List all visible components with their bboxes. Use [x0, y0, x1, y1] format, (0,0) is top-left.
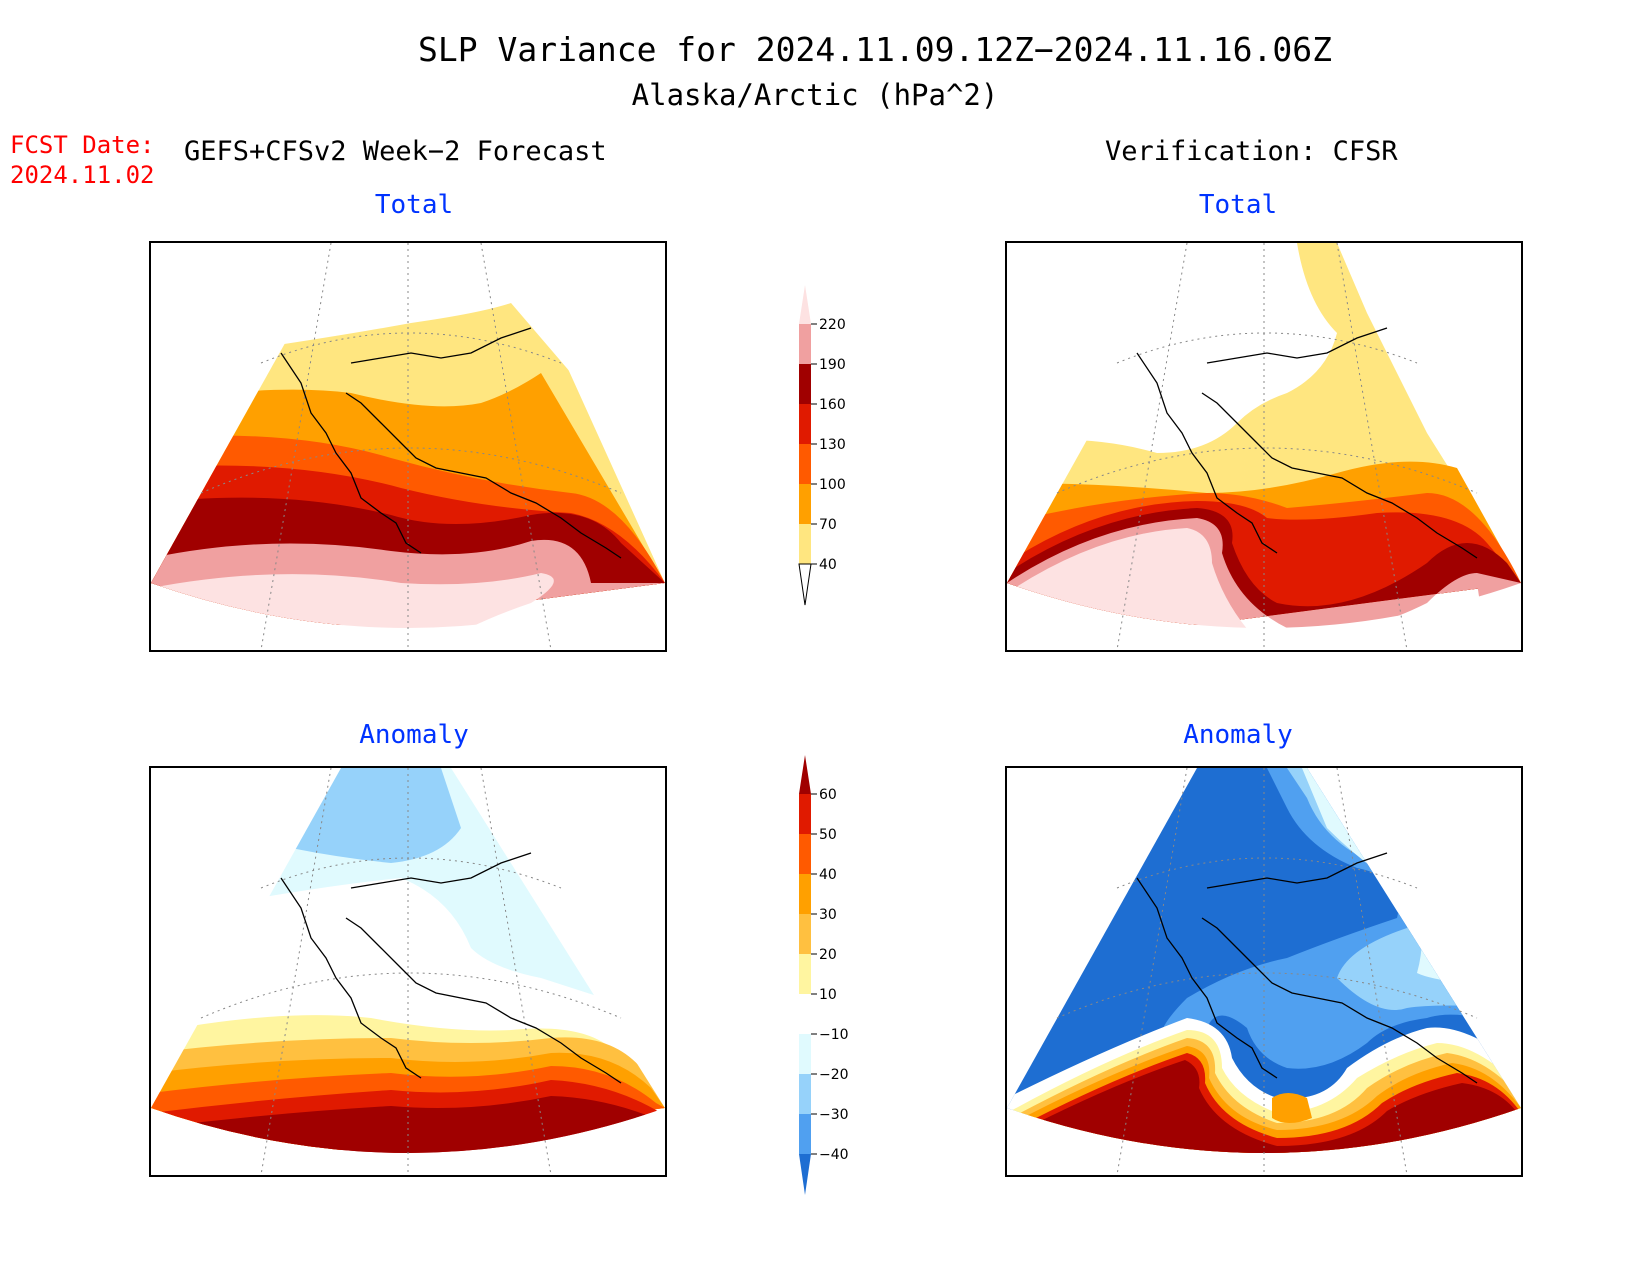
colorbar-anomaly-tick: 40 — [819, 867, 837, 883]
verification-column-title: Verification: CFSR — [1105, 136, 1398, 167]
colorbar-anomaly-tick: 30 — [819, 907, 837, 923]
verification-anomaly-label: Anomaly — [1183, 720, 1293, 750]
colorbar-total-tick: 100 — [819, 477, 846, 493]
chart-subtitle: Alaska/Arctic (hPa^2) — [631, 78, 999, 112]
verification-anomaly-map — [1005, 766, 1523, 1177]
colorbar-total-tick: 70 — [819, 517, 837, 533]
forecast-column-title: GEFS+CFSv2 Week−2 Forecast — [184, 136, 607, 167]
colorbar-anomaly-tick: 50 — [819, 827, 837, 843]
colorbar-anomaly-tick: −20 — [819, 1067, 849, 1083]
colorbar-total-tick: 130 — [819, 437, 846, 453]
fcst-date-label: FCST Date: — [10, 131, 155, 159]
colorbar-anomaly-tick: 10 — [819, 987, 837, 1003]
colorbar-anomaly-tick: −30 — [819, 1107, 849, 1123]
verification-total-map — [1005, 241, 1523, 652]
chart-title: SLP Variance for 2024.11.09.12Z−2024.11.… — [418, 30, 1332, 69]
colorbar-anomaly-tick: 60 — [819, 787, 837, 803]
colorbar-anomaly-tick: −10 — [819, 1027, 849, 1043]
forecast-anomaly-map — [149, 766, 667, 1177]
colorbar-total-tick: 40 — [819, 557, 837, 573]
colorbar-total-tick: 220 — [819, 317, 846, 333]
colorbar-total: 220 190 160 130 100 70 40 — [795, 280, 865, 624]
forecast-anomaly-label: Anomaly — [359, 720, 469, 750]
colorbar-anomaly-tick: −40 — [819, 1147, 849, 1163]
fcst-date-value: 2024.11.02 — [10, 161, 155, 189]
colorbar-total-tick: 160 — [819, 397, 846, 413]
verification-total-label: Total — [1198, 190, 1278, 220]
forecast-total-map — [149, 241, 667, 652]
colorbar-anomaly-tick: 20 — [819, 947, 837, 963]
colorbar-total-tick: 190 — [819, 357, 846, 373]
forecast-total-label: Total — [374, 190, 454, 220]
colorbar-anomaly: 60 50 40 30 20 10 −10 −20 −30 −40 — [795, 750, 865, 1214]
